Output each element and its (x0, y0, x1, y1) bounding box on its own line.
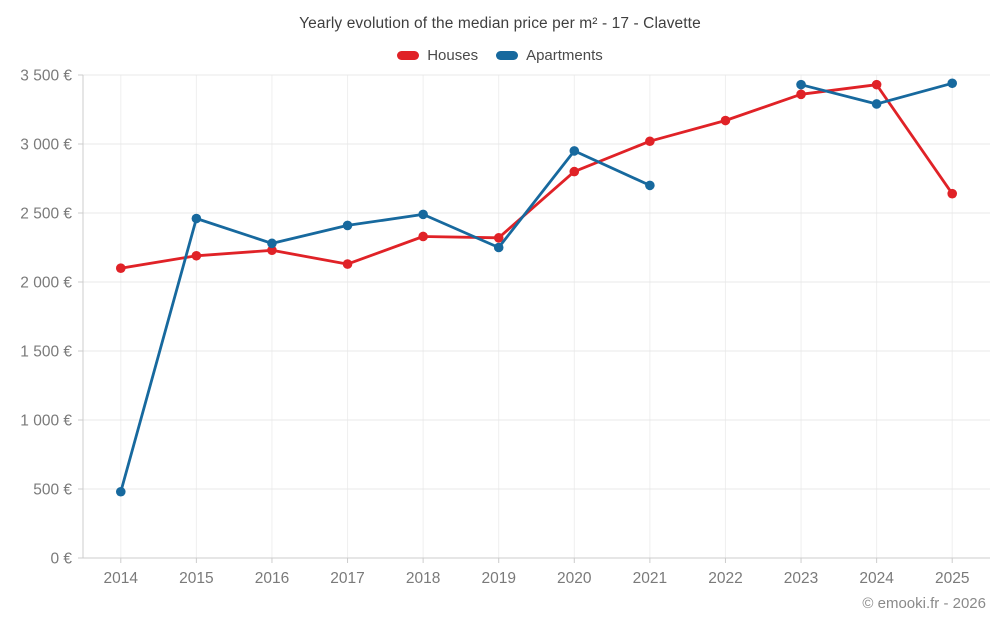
data-point-apartments-2020[interactable] (569, 146, 580, 156)
y-axis-label: 1 500 € (20, 344, 72, 361)
y-axis-label: 500 € (33, 482, 72, 499)
x-axis-label: 2024 (859, 570, 894, 587)
data-point-apartments-2021[interactable] (645, 180, 655, 191)
data-point-houses-2019[interactable] (493, 233, 504, 243)
x-axis-label: 2018 (406, 570, 440, 587)
data-point-apartments-2025[interactable] (947, 78, 958, 89)
y-axis-label: 1 000 € (20, 413, 72, 430)
data-point-houses-2025[interactable] (947, 188, 958, 199)
x-axis-label: 2020 (557, 570, 592, 587)
x-axis-label: 2022 (708, 570, 742, 587)
data-point-houses-2021[interactable] (645, 136, 655, 147)
chart-title: Yearly evolution of the median price per… (299, 15, 701, 32)
data-point-houses-2015[interactable] (191, 250, 202, 261)
data-point-apartments-2016[interactable] (267, 238, 277, 249)
x-axis-label: 2021 (633, 570, 667, 587)
data-point-apartments-2024[interactable] (871, 99, 882, 109)
y-axis-label: 3 500 € (20, 68, 72, 85)
data-point-apartments-2015[interactable] (191, 213, 202, 224)
x-axis-label: 2016 (255, 570, 289, 587)
data-point-houses-2014[interactable] (115, 263, 126, 274)
y-axis-label: 0 € (50, 551, 72, 568)
legend-label-houses: Houses (427, 47, 479, 64)
x-axis-label: 2014 (104, 570, 139, 587)
data-point-houses-2024[interactable] (871, 79, 882, 90)
data-point-houses-2020[interactable] (569, 166, 580, 177)
data-point-apartments-2023[interactable] (796, 79, 806, 90)
data-point-houses-2018[interactable] (418, 231, 428, 242)
y-axis-label: 3 000 € (20, 137, 72, 154)
data-point-houses-2016[interactable] (267, 245, 277, 256)
data-point-houses-2023[interactable] (796, 89, 806, 100)
x-axis-label: 2019 (481, 570, 515, 587)
y-axis-label: 2 500 € (20, 206, 72, 223)
data-point-apartments-2017[interactable] (342, 220, 353, 231)
series-line-apartments (119, 149, 652, 494)
data-point-houses-2017[interactable] (342, 259, 353, 269)
legend-swatch-apartments-icon (496, 51, 519, 60)
x-axis-label: 2023 (784, 570, 818, 587)
legend-item-apartments[interactable]: Apartments (496, 47, 603, 64)
footer-credit: © emooki.fr - 2026 (862, 595, 986, 612)
x-axis-label: 2025 (935, 570, 969, 587)
x-axis-label: 2015 (179, 570, 213, 587)
y-axis-label: 2 000 € (20, 275, 72, 292)
data-point-houses-2022[interactable] (720, 115, 731, 126)
data-point-apartments-2018[interactable] (418, 209, 428, 220)
data-point-apartments-2014[interactable] (115, 486, 126, 497)
legend-label-apartments: Apartments (526, 47, 603, 64)
series-line-houses (119, 83, 954, 270)
legend-item-houses[interactable]: Houses (397, 47, 478, 64)
legend-swatch-houses-icon (397, 51, 420, 60)
x-axis-label: 2017 (330, 570, 364, 587)
chart-legend: Houses Apartments (0, 47, 1000, 64)
data-point-apartments-2019[interactable] (493, 242, 504, 253)
